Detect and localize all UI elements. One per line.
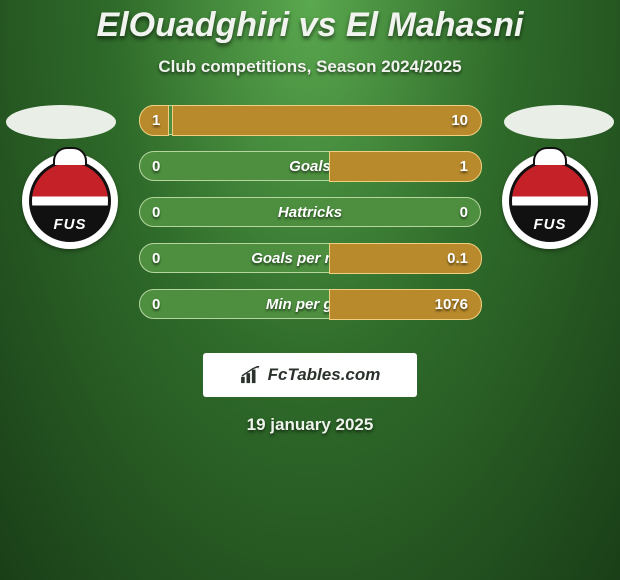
- stat-value-right: 0.1: [447, 250, 468, 267]
- pitch-spot-left: [6, 105, 116, 139]
- bars-icon: [240, 366, 262, 384]
- page-subtitle: Club competitions, Season 2024/2025: [0, 57, 620, 77]
- crest-label-left: FUS: [54, 216, 87, 233]
- page-title: ElOuadghiri vs El Mahasni: [0, 0, 620, 45]
- pitch-spot-right: [504, 105, 614, 139]
- snapshot-date: 19 january 2025: [0, 415, 620, 435]
- stat-row: 0 Goals 1: [139, 151, 481, 181]
- brand-box: FcTables.com: [203, 353, 417, 397]
- stat-value-left: 1: [152, 112, 160, 129]
- crest-label-right: FUS: [534, 216, 567, 233]
- comparison-arena: FUS FUS 1Matches100Goals10Hattricks00Goa…: [0, 105, 620, 335]
- stat-value-right: 1: [460, 158, 468, 175]
- team-crest-left: FUS: [22, 153, 118, 249]
- brand-text: FcTables.com: [268, 365, 381, 385]
- stat-value-left: 0: [152, 250, 160, 267]
- stat-bar-right: [329, 151, 482, 182]
- stat-row: 0Goals per match0.1: [139, 243, 481, 273]
- stat-value-left: 0: [152, 204, 160, 221]
- stat-label: Hattricks: [278, 204, 342, 221]
- crest-badge-right: FUS: [509, 160, 591, 242]
- stat-row: 1Matches10: [139, 105, 481, 135]
- stat-value-left: 0: [152, 158, 160, 175]
- stat-label: Goals: [289, 158, 331, 175]
- team-crest-right: FUS: [502, 153, 598, 249]
- stat-value-right: 1076: [435, 296, 468, 313]
- crest-badge-left: FUS: [29, 160, 111, 242]
- stats-column: 1Matches100Goals10Hattricks00Goals per m…: [139, 105, 481, 335]
- stat-value-right: 0: [460, 204, 468, 221]
- stat-row: 0Min per goal1076: [139, 289, 481, 319]
- stat-value-right: 10: [451, 112, 468, 129]
- stat-value-left: 0: [152, 296, 160, 313]
- stat-bar-right: [172, 105, 481, 136]
- stat-row: 0 Hattricks 0: [139, 197, 481, 227]
